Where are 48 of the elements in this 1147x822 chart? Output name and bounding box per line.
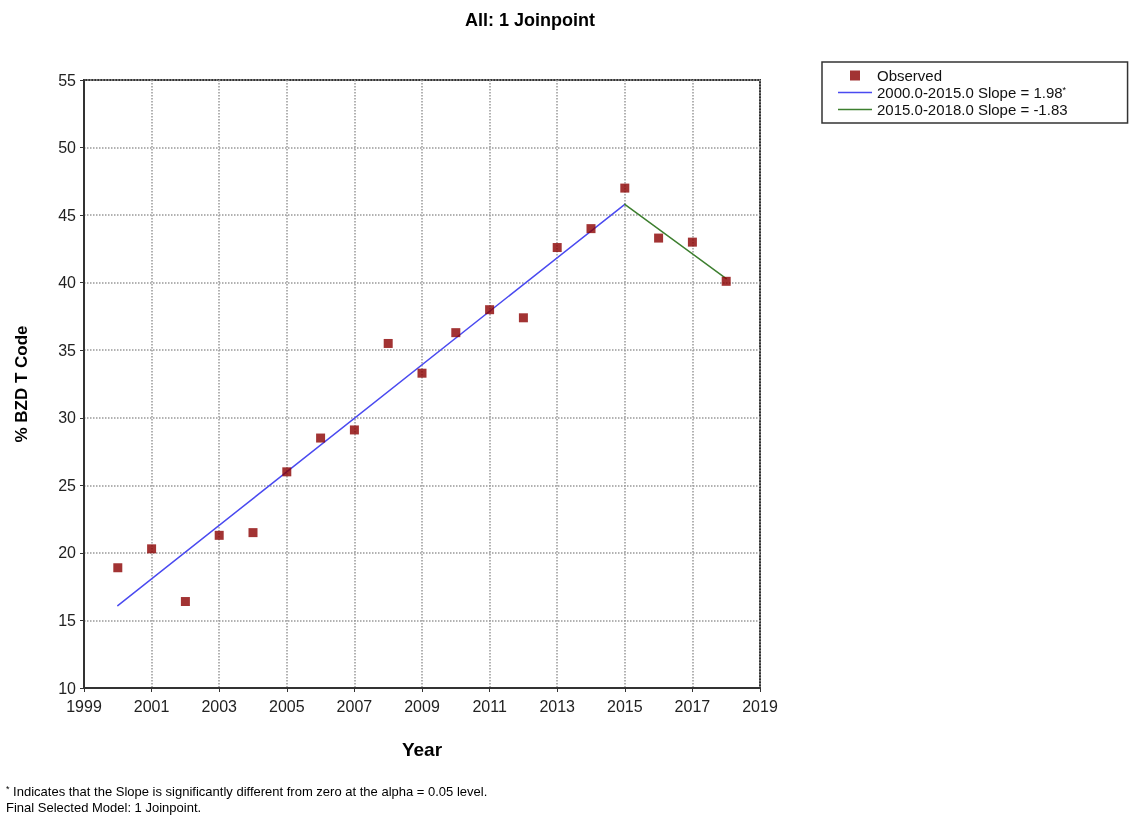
- point: [654, 233, 664, 243]
- point: [349, 425, 359, 435]
- point: [687, 237, 697, 247]
- text: * Indicates that the Slope is significantly different from zero at the alpha = 0.05 level.: [6, 783, 488, 799]
- legend-label: 2015.0-2018.0 Slope = -1.83: [877, 101, 1068, 118]
- legend-label: 2000.0-2015.0 Slope = 1.98*: [877, 84, 1067, 101]
- point: [214, 530, 224, 540]
- y-tick-label: 45: [58, 206, 77, 224]
- x-tick-label: 2003: [201, 697, 238, 715]
- point: [113, 563, 123, 573]
- x-tick-label: 1999: [66, 697, 102, 715]
- point: [316, 433, 326, 443]
- x-axis-title: Year: [401, 739, 443, 760]
- y-tick-label: 50: [58, 139, 77, 157]
- point: [552, 243, 562, 253]
- x-tick-label: 2017: [674, 697, 711, 715]
- point: [282, 467, 292, 477]
- x-tick-label: 2013: [539, 697, 576, 715]
- text: Final Selected Model: 1 Joinpoint.: [6, 800, 202, 815]
- y-tick-label: 55: [58, 71, 77, 89]
- point: [248, 528, 258, 538]
- legend-label: Observed: [877, 67, 943, 84]
- point: [620, 183, 630, 193]
- x-tick-label: 2009: [404, 697, 440, 715]
- x-tick-label: 2019: [742, 697, 778, 715]
- point: [721, 276, 731, 286]
- x-tick-label: 2015: [607, 697, 643, 715]
- y-tick-label: 35: [58, 341, 77, 359]
- x-tick-label: 2005: [269, 697, 305, 715]
- x-tick-label: 2011: [472, 697, 507, 715]
- point: [147, 544, 157, 554]
- point: [518, 313, 528, 323]
- point: [417, 368, 427, 378]
- y-tick-label: 25: [58, 476, 77, 494]
- chart-title: All: 1 Joinpoint: [465, 10, 595, 30]
- y-tick-label: 20: [58, 544, 77, 562]
- x-tick-label: 2001: [133, 697, 170, 715]
- point: [383, 338, 393, 348]
- y-axis-title: % BZD T Code: [12, 325, 31, 443]
- y-tick-label: 10: [58, 679, 77, 697]
- x-tick-label: 2007: [336, 697, 373, 715]
- y-tick-label: 40: [58, 274, 77, 292]
- point: [485, 305, 495, 315]
- y-tick-label: 30: [58, 409, 77, 427]
- point: [180, 597, 190, 607]
- point: [586, 224, 596, 234]
- y-tick-label: 15: [58, 611, 77, 629]
- point: [451, 328, 461, 338]
